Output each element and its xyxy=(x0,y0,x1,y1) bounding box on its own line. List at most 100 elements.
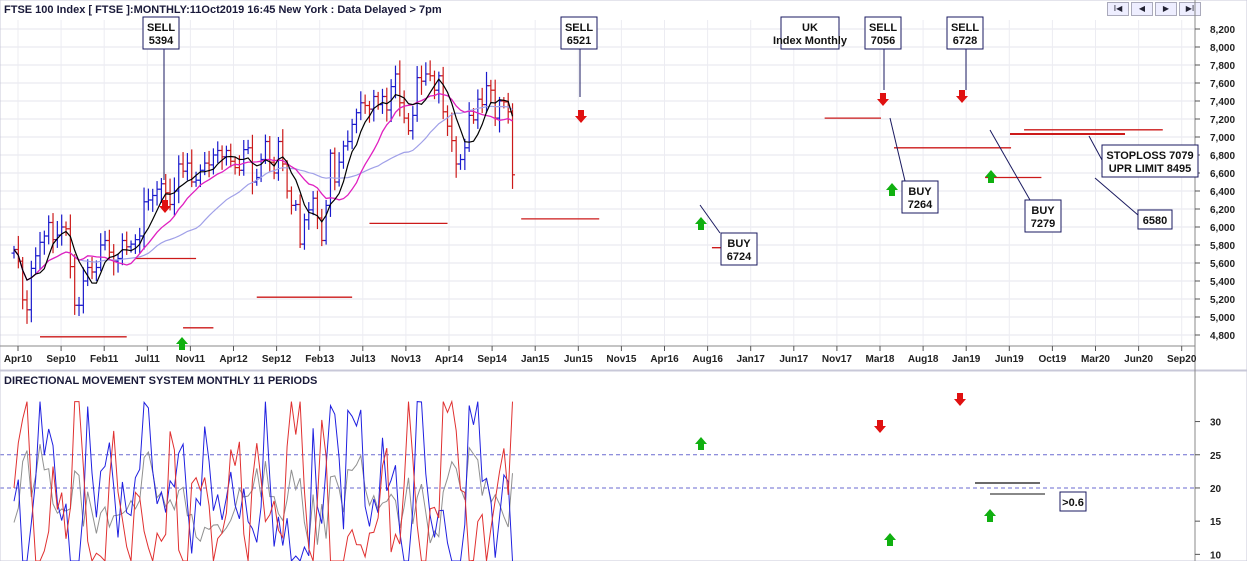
price-bar xyxy=(362,94,368,114)
price-bar xyxy=(141,187,147,250)
price-tick-label: 6,600 xyxy=(1210,169,1235,180)
buy-arrow-icon xyxy=(984,509,996,522)
ma-mid-line xyxy=(13,92,513,282)
dmi-annotation-box: >0.6 xyxy=(1059,491,1087,512)
di-minus-line xyxy=(13,399,513,561)
price-bar xyxy=(219,145,225,170)
x-tick-label: Jul11 xyxy=(135,354,160,365)
price-tick-label: 6,400 xyxy=(1210,187,1235,198)
price-bar xyxy=(423,62,429,86)
price-y-ticks: 4,800 5,000 5,200 5,400 5,600 5,800 6,000 6,200… xyxy=(1195,25,1235,342)
price-bar xyxy=(80,267,86,314)
price-bar xyxy=(184,153,190,181)
svg-text:Index Monthly: Index Monthly xyxy=(773,35,848,47)
price-bar xyxy=(176,155,182,204)
buy-arrow-icon xyxy=(886,183,898,196)
price-bar xyxy=(349,118,355,150)
price-grid xyxy=(0,20,1195,346)
price-bar xyxy=(245,139,251,155)
price-tick-label: 5,600 xyxy=(1210,259,1235,270)
price-bar xyxy=(33,247,39,274)
ma-fast-line xyxy=(13,78,514,284)
x-tick-label: Sep20 xyxy=(1167,354,1197,365)
x-tick-label: Aug18 xyxy=(908,354,939,365)
x-tick-label: Jul13 xyxy=(350,354,376,365)
sell-arrow-icon xyxy=(877,93,889,106)
price-bar xyxy=(353,108,359,134)
signal-boxes: SELL5394SELL6521SELL7056SELL6728UKIndex … xyxy=(142,16,1199,512)
x-tick-label: Jun20 xyxy=(1124,354,1153,365)
svg-text:UPR LIMIT 8495: UPR LIMIT 8495 xyxy=(1109,163,1192,175)
x-tick-label: Mar18 xyxy=(866,354,895,365)
price-bar xyxy=(297,194,303,249)
price-bar xyxy=(102,230,108,251)
price-bar xyxy=(67,214,73,279)
price-bar xyxy=(418,65,424,95)
price-tick-label: 5,000 xyxy=(1210,313,1235,324)
svg-text:7279: 7279 xyxy=(1031,218,1055,230)
svg-text:>0.6: >0.6 xyxy=(1062,497,1084,509)
price-bar xyxy=(145,188,151,211)
price-bar xyxy=(345,130,351,151)
x-tick-label: Jun15 xyxy=(564,354,593,365)
price-bar xyxy=(98,233,104,272)
svg-text:6728: 6728 xyxy=(953,35,977,47)
prev-page-button[interactable]: ◀ xyxy=(1131,2,1153,16)
price-bar xyxy=(28,260,34,323)
price-bar xyxy=(171,177,177,216)
svg-text:SELL: SELL xyxy=(147,22,175,34)
price-bar xyxy=(392,65,398,99)
signal-arrows xyxy=(159,90,997,546)
x-tick-label: Nov13 xyxy=(391,354,421,365)
price-bar xyxy=(458,154,464,170)
svg-text:BUY: BUY xyxy=(1031,205,1055,217)
x-tick-label: Sep14 xyxy=(477,354,507,365)
price-bar xyxy=(497,96,503,133)
dmi-y-ticks: 10 15 20 25 30 xyxy=(1195,418,1222,561)
svg-text:6521: 6521 xyxy=(567,35,591,47)
price-bar xyxy=(241,140,247,176)
price-bar xyxy=(449,112,455,152)
x-tick-label: Jan19 xyxy=(952,354,981,365)
price-bar xyxy=(310,191,316,216)
ma-slow-line xyxy=(13,105,513,281)
price-bar xyxy=(306,202,312,230)
price-bar xyxy=(453,136,459,178)
svg-text:5394: 5394 xyxy=(149,35,174,47)
buy-arrow-icon xyxy=(695,437,707,450)
sell-arrow-icon xyxy=(956,90,968,103)
price-tick-label: 7,200 xyxy=(1210,115,1235,126)
last-price-box: 6580 xyxy=(1137,209,1173,230)
buy-arrow-icon xyxy=(985,170,997,183)
price-bar xyxy=(440,66,446,120)
x-tick-label: Jun17 xyxy=(779,354,808,365)
price-bar xyxy=(410,106,416,140)
price-tick-label: 7,600 xyxy=(1210,79,1235,90)
price-bar xyxy=(479,87,485,114)
price-tick-label: 6,200 xyxy=(1210,205,1235,216)
svg-text:BUY: BUY xyxy=(908,186,932,198)
svg-text:SELL: SELL xyxy=(565,22,593,34)
support-lines xyxy=(40,117,1163,338)
next-page-button[interactable]: ▶ xyxy=(1155,2,1177,16)
x-tick-label: Oct19 xyxy=(1039,354,1067,365)
price-bar xyxy=(466,102,472,152)
x-tick-label: Nov17 xyxy=(822,354,852,365)
price-bar xyxy=(180,152,186,178)
buy-arrow-icon xyxy=(695,217,707,230)
price-bar xyxy=(210,148,216,175)
price-bar xyxy=(323,199,329,245)
dmi-title: DIRECTIONAL MOVEMENT SYSTEM MONTHLY 11 P… xyxy=(4,375,317,387)
svg-text:7056: 7056 xyxy=(871,35,895,47)
buy-arrow-icon xyxy=(884,533,896,546)
first-page-button[interactable]: I◀ xyxy=(1107,2,1129,16)
price-bar xyxy=(384,87,390,122)
price-bar xyxy=(336,152,342,187)
price-bar xyxy=(150,188,156,212)
